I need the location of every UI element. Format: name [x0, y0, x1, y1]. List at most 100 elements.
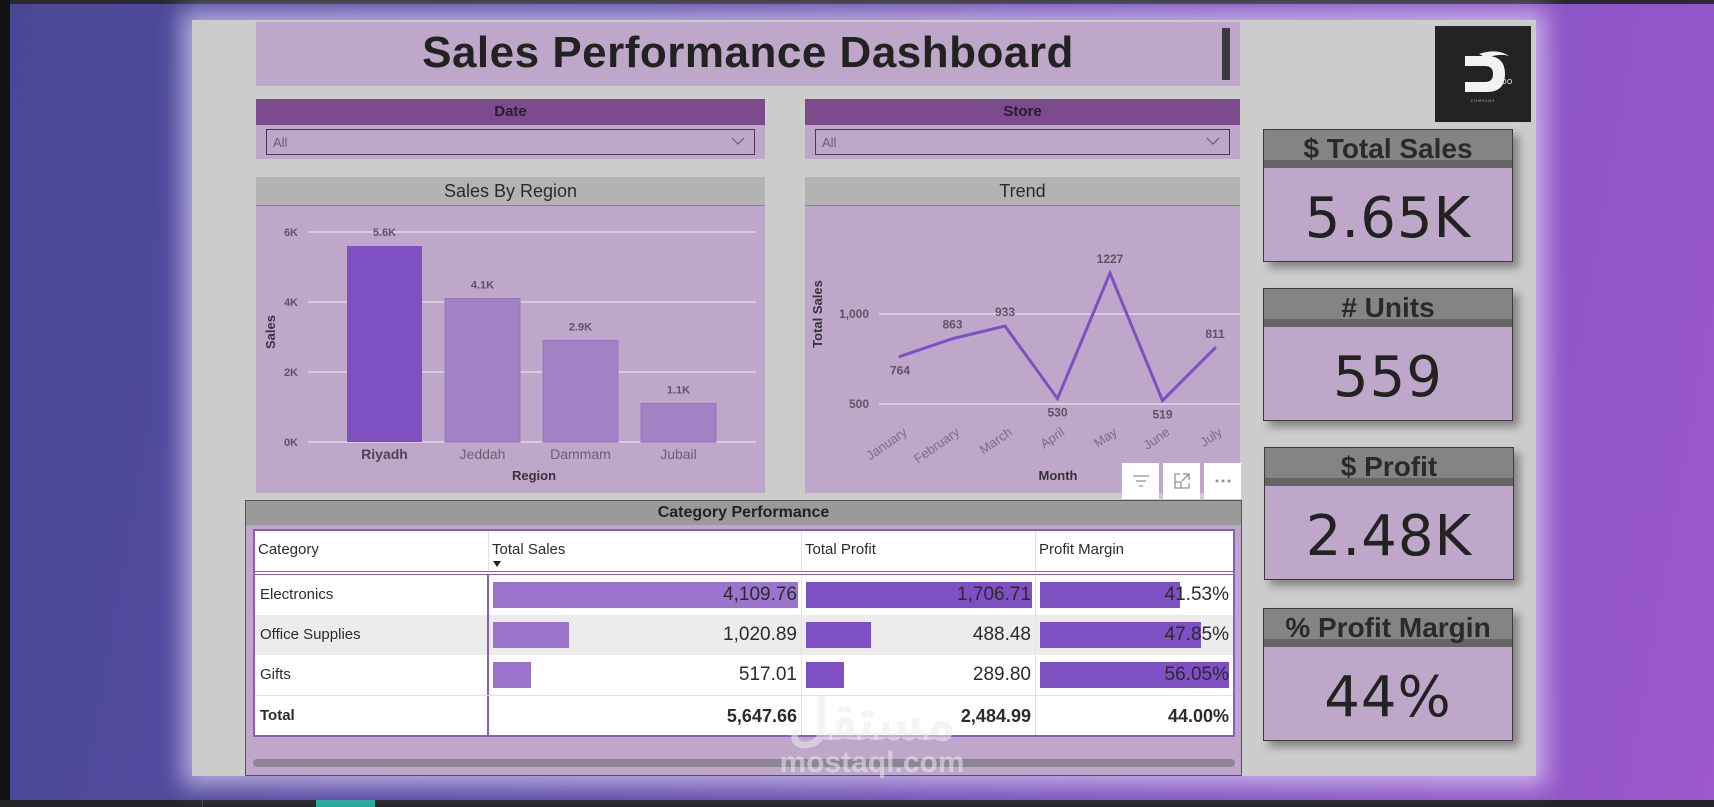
- column-header-category[interactable]: Category: [255, 531, 489, 571]
- x-axis-title: Month: [1039, 468, 1078, 483]
- total-sales-cell: 5,647.66: [489, 696, 802, 735]
- chart-title: Sales By Region: [256, 177, 765, 206]
- table-header-row: Category Total Sales Total Profit Profit…: [255, 531, 1233, 575]
- margin-value-cell: 56.05%: [1036, 655, 1233, 695]
- date-slicer-header: Date: [256, 99, 765, 125]
- x-tick-label: March: [977, 424, 1015, 457]
- logo-suffix: EDO: [1497, 78, 1513, 86]
- column-header-label: Total Sales: [492, 541, 566, 558]
- line-data-label: 933: [995, 305, 1015, 319]
- store-dropdown[interactable]: All: [815, 129, 1230, 155]
- data-bar: [1040, 662, 1229, 688]
- line-data-label: 1227: [1097, 252, 1124, 266]
- profit-value: 1,706.71: [957, 584, 1031, 605]
- kpi-label: $ Total Sales: [1264, 130, 1512, 168]
- column-header-total-sales[interactable]: Total Sales: [489, 531, 802, 571]
- table-row[interactable]: Electronics 4,109.76 1,706.71 41.53%: [255, 575, 1233, 615]
- line-data-label: 811: [1205, 327, 1225, 341]
- logo-mark-icon: EDO COMPANY: [1465, 51, 1513, 103]
- data-bar: [493, 622, 569, 648]
- more-options-icon: [1215, 479, 1230, 483]
- x-tick-label: Jeddah: [460, 446, 506, 462]
- y-axis-title: Total Sales: [810, 280, 825, 348]
- sales-value-cell: 1,020.89: [489, 615, 802, 655]
- line-chart-plot: 500 1,000 764 January 863 February 933 March 530…: [810, 252, 1240, 483]
- date-dropdown-value: All: [273, 135, 288, 150]
- active-page-tab[interactable]: [316, 800, 375, 807]
- data-bar: [1040, 622, 1202, 648]
- date-dropdown[interactable]: All: [266, 129, 755, 155]
- bar: [640, 403, 717, 443]
- more-options-button[interactable]: [1204, 463, 1241, 499]
- margin-value: 56.05%: [1164, 664, 1229, 685]
- kpi-card-units: # Units 559: [1263, 288, 1513, 421]
- store-slicer: Store All: [805, 99, 1240, 159]
- bar-data-label: 1.1K: [667, 385, 690, 397]
- total-margin-cell: 44.00%: [1036, 696, 1233, 735]
- store-slicer-header: Store: [805, 99, 1240, 125]
- bar-data-label: 4.1K: [471, 280, 494, 292]
- horizontal-scrollbar[interactable]: [253, 759, 1235, 767]
- kpi-card-profit: $ Profit 2.48K: [1264, 447, 1514, 580]
- focus-mode-icon: [1173, 473, 1190, 489]
- sales-value-cell: 4,109.76: [489, 575, 802, 615]
- focus-mode-button[interactable]: [1163, 463, 1200, 499]
- data-point: [1213, 346, 1217, 350]
- total-label: Total: [255, 696, 489, 735]
- table-row[interactable]: Gifts 517.01 289.80 56.05%: [255, 655, 1233, 695]
- bar-data-label: 5.6K: [373, 227, 396, 239]
- x-tick-label: April: [1037, 424, 1067, 451]
- margin-value-cell: 47.85%: [1036, 615, 1233, 655]
- category-name: Gifts: [255, 655, 489, 695]
- total-profit-cell: 2,484.99: [802, 696, 1036, 735]
- store-dropdown-value: All: [822, 135, 837, 150]
- table-total-row: Total 5,647.66 2,484.99 44.00%: [255, 695, 1233, 735]
- line-data-label: 519: [1152, 408, 1172, 422]
- column-header-profit-margin[interactable]: Profit Margin: [1039, 541, 1125, 558]
- filter-button[interactable]: [1122, 463, 1159, 499]
- kpi-label: % Profit Margin: [1264, 609, 1512, 647]
- sales-by-region-chart: Sales By Region 0K 2K 4K 6K 5.6K Riyadh 4.1K Je…: [256, 177, 765, 493]
- category-name: Electronics: [255, 575, 489, 615]
- line-data-label: 764: [890, 363, 910, 377]
- chevron-down-icon: [1206, 137, 1220, 145]
- kpi-label: $ Profit: [1265, 448, 1513, 486]
- data-bar: [806, 582, 1032, 608]
- x-tick-label: Riyadh: [361, 446, 408, 462]
- sales-value: 517.01: [738, 664, 797, 685]
- margin-value: 41.53%: [1164, 584, 1229, 605]
- bar-chart-plot: 0K 2K 4K 6K 5.6K Riyadh 4.1K Jeddah 2.9K Dammam 1.…: [263, 227, 756, 483]
- total-margin: 44.00%: [1167, 706, 1229, 726]
- profit-value-cell: 488.48: [802, 615, 1036, 655]
- column-header-total-profit[interactable]: Total Profit: [802, 531, 1036, 571]
- company-logo: EDO COMPANY: [1435, 26, 1531, 122]
- tab-separator: [202, 800, 203, 807]
- matrix-table: Category Total Sales Total Profit Profit…: [253, 529, 1235, 737]
- table-row[interactable]: Office Supplies 1,020.89 488.48 47.85%: [255, 615, 1233, 655]
- data-point: [1108, 271, 1112, 275]
- margin-value-cell: 41.53%: [1036, 575, 1233, 615]
- x-axis-title: Region: [512, 468, 556, 483]
- category-performance-table: Category Performance Category Total Sale…: [245, 500, 1242, 776]
- x-tick-label: Dammam: [550, 446, 611, 462]
- data-bar: [493, 662, 532, 688]
- sales-value-cell: 517.01: [489, 655, 802, 695]
- kpi-value: 559: [1333, 345, 1443, 410]
- bar: [444, 298, 521, 443]
- y-tick-label: 1,000: [839, 307, 869, 321]
- profit-value: 488.48: [972, 624, 1031, 645]
- trend-line: [899, 269, 1217, 404]
- x-tick-label: Jubail: [660, 446, 697, 462]
- y-tick-label: 6K: [284, 227, 298, 239]
- visual-header-toolbar: [1122, 463, 1241, 499]
- data-point: [898, 354, 902, 358]
- watermark-arabic: مستقل: [788, 688, 956, 751]
- data-bar: [1040, 582, 1181, 608]
- x-tick-label: February: [911, 424, 963, 466]
- chart-title: Trend: [805, 177, 1240, 206]
- y-tick-label: 0K: [284, 437, 298, 449]
- bar: [542, 340, 619, 443]
- x-tick-label: May: [1091, 424, 1120, 451]
- page-tabs-bar: [0, 800, 1714, 807]
- total-sales: 5,647.66: [726, 706, 797, 726]
